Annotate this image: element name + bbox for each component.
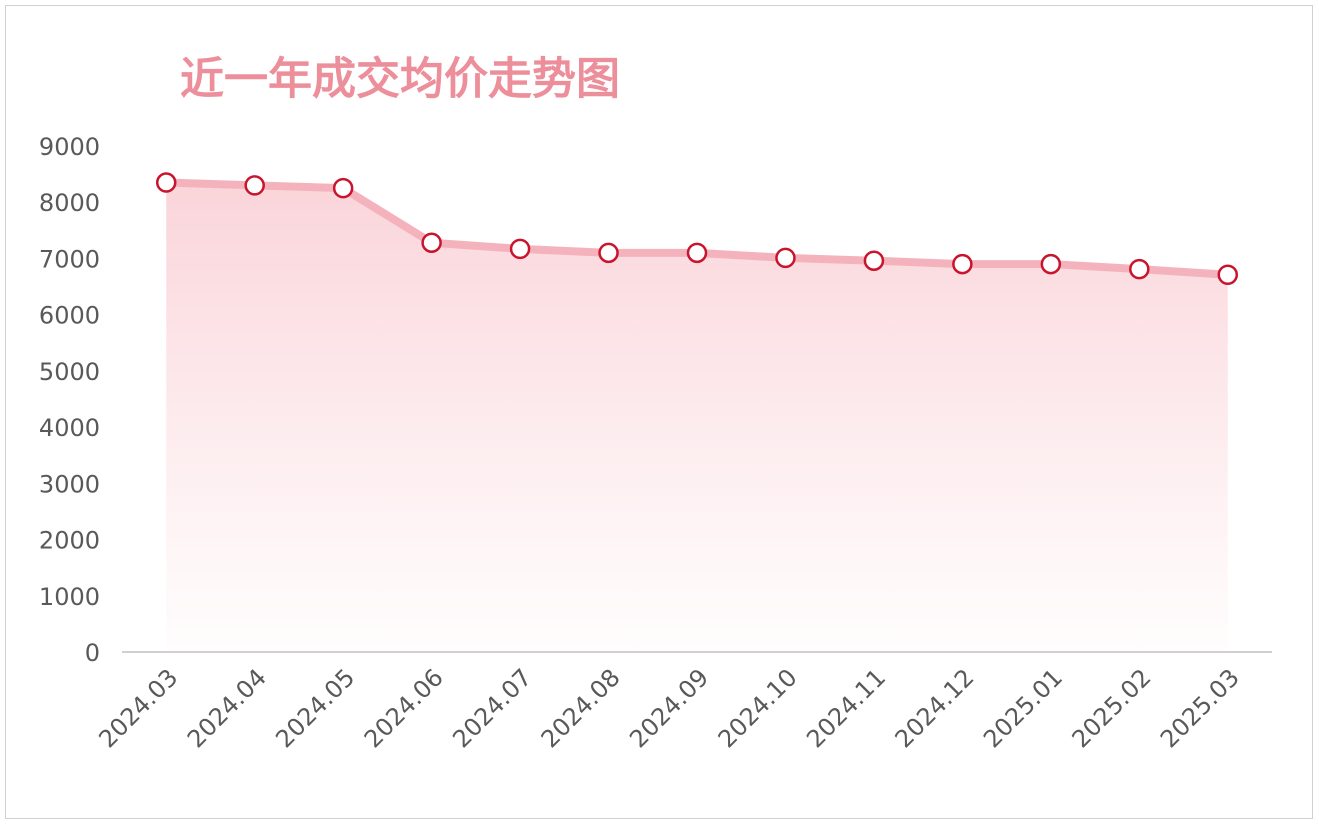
marker [598, 242, 619, 264]
marker [1040, 253, 1062, 275]
y-tick-label: 6000 [39, 302, 100, 330]
y-tick-label: 4000 [39, 414, 100, 442]
marker [244, 175, 265, 196]
y-tick-label: 7000 [39, 245, 100, 273]
y-tick-label: 2000 [39, 527, 100, 555]
y-tick-label: 3000 [39, 470, 100, 498]
y-tick-label: 0 [85, 639, 100, 667]
y-tick-label: 5000 [39, 358, 100, 386]
chart-title: 近一年成交均价走势图 [180, 54, 620, 105]
marker [1129, 258, 1150, 280]
marker [1217, 264, 1239, 285]
y-tick-label: 9000 [39, 133, 100, 161]
marker [509, 238, 531, 260]
marker [952, 253, 973, 275]
marker [155, 172, 177, 193]
marker [421, 232, 442, 253]
area [166, 182, 1228, 653]
marker [332, 177, 354, 199]
y-tick-label: 8000 [39, 189, 100, 217]
marker [863, 250, 885, 271]
marker [775, 247, 796, 269]
marker [686, 242, 708, 264]
y-tick-label: 1000 [39, 583, 100, 611]
